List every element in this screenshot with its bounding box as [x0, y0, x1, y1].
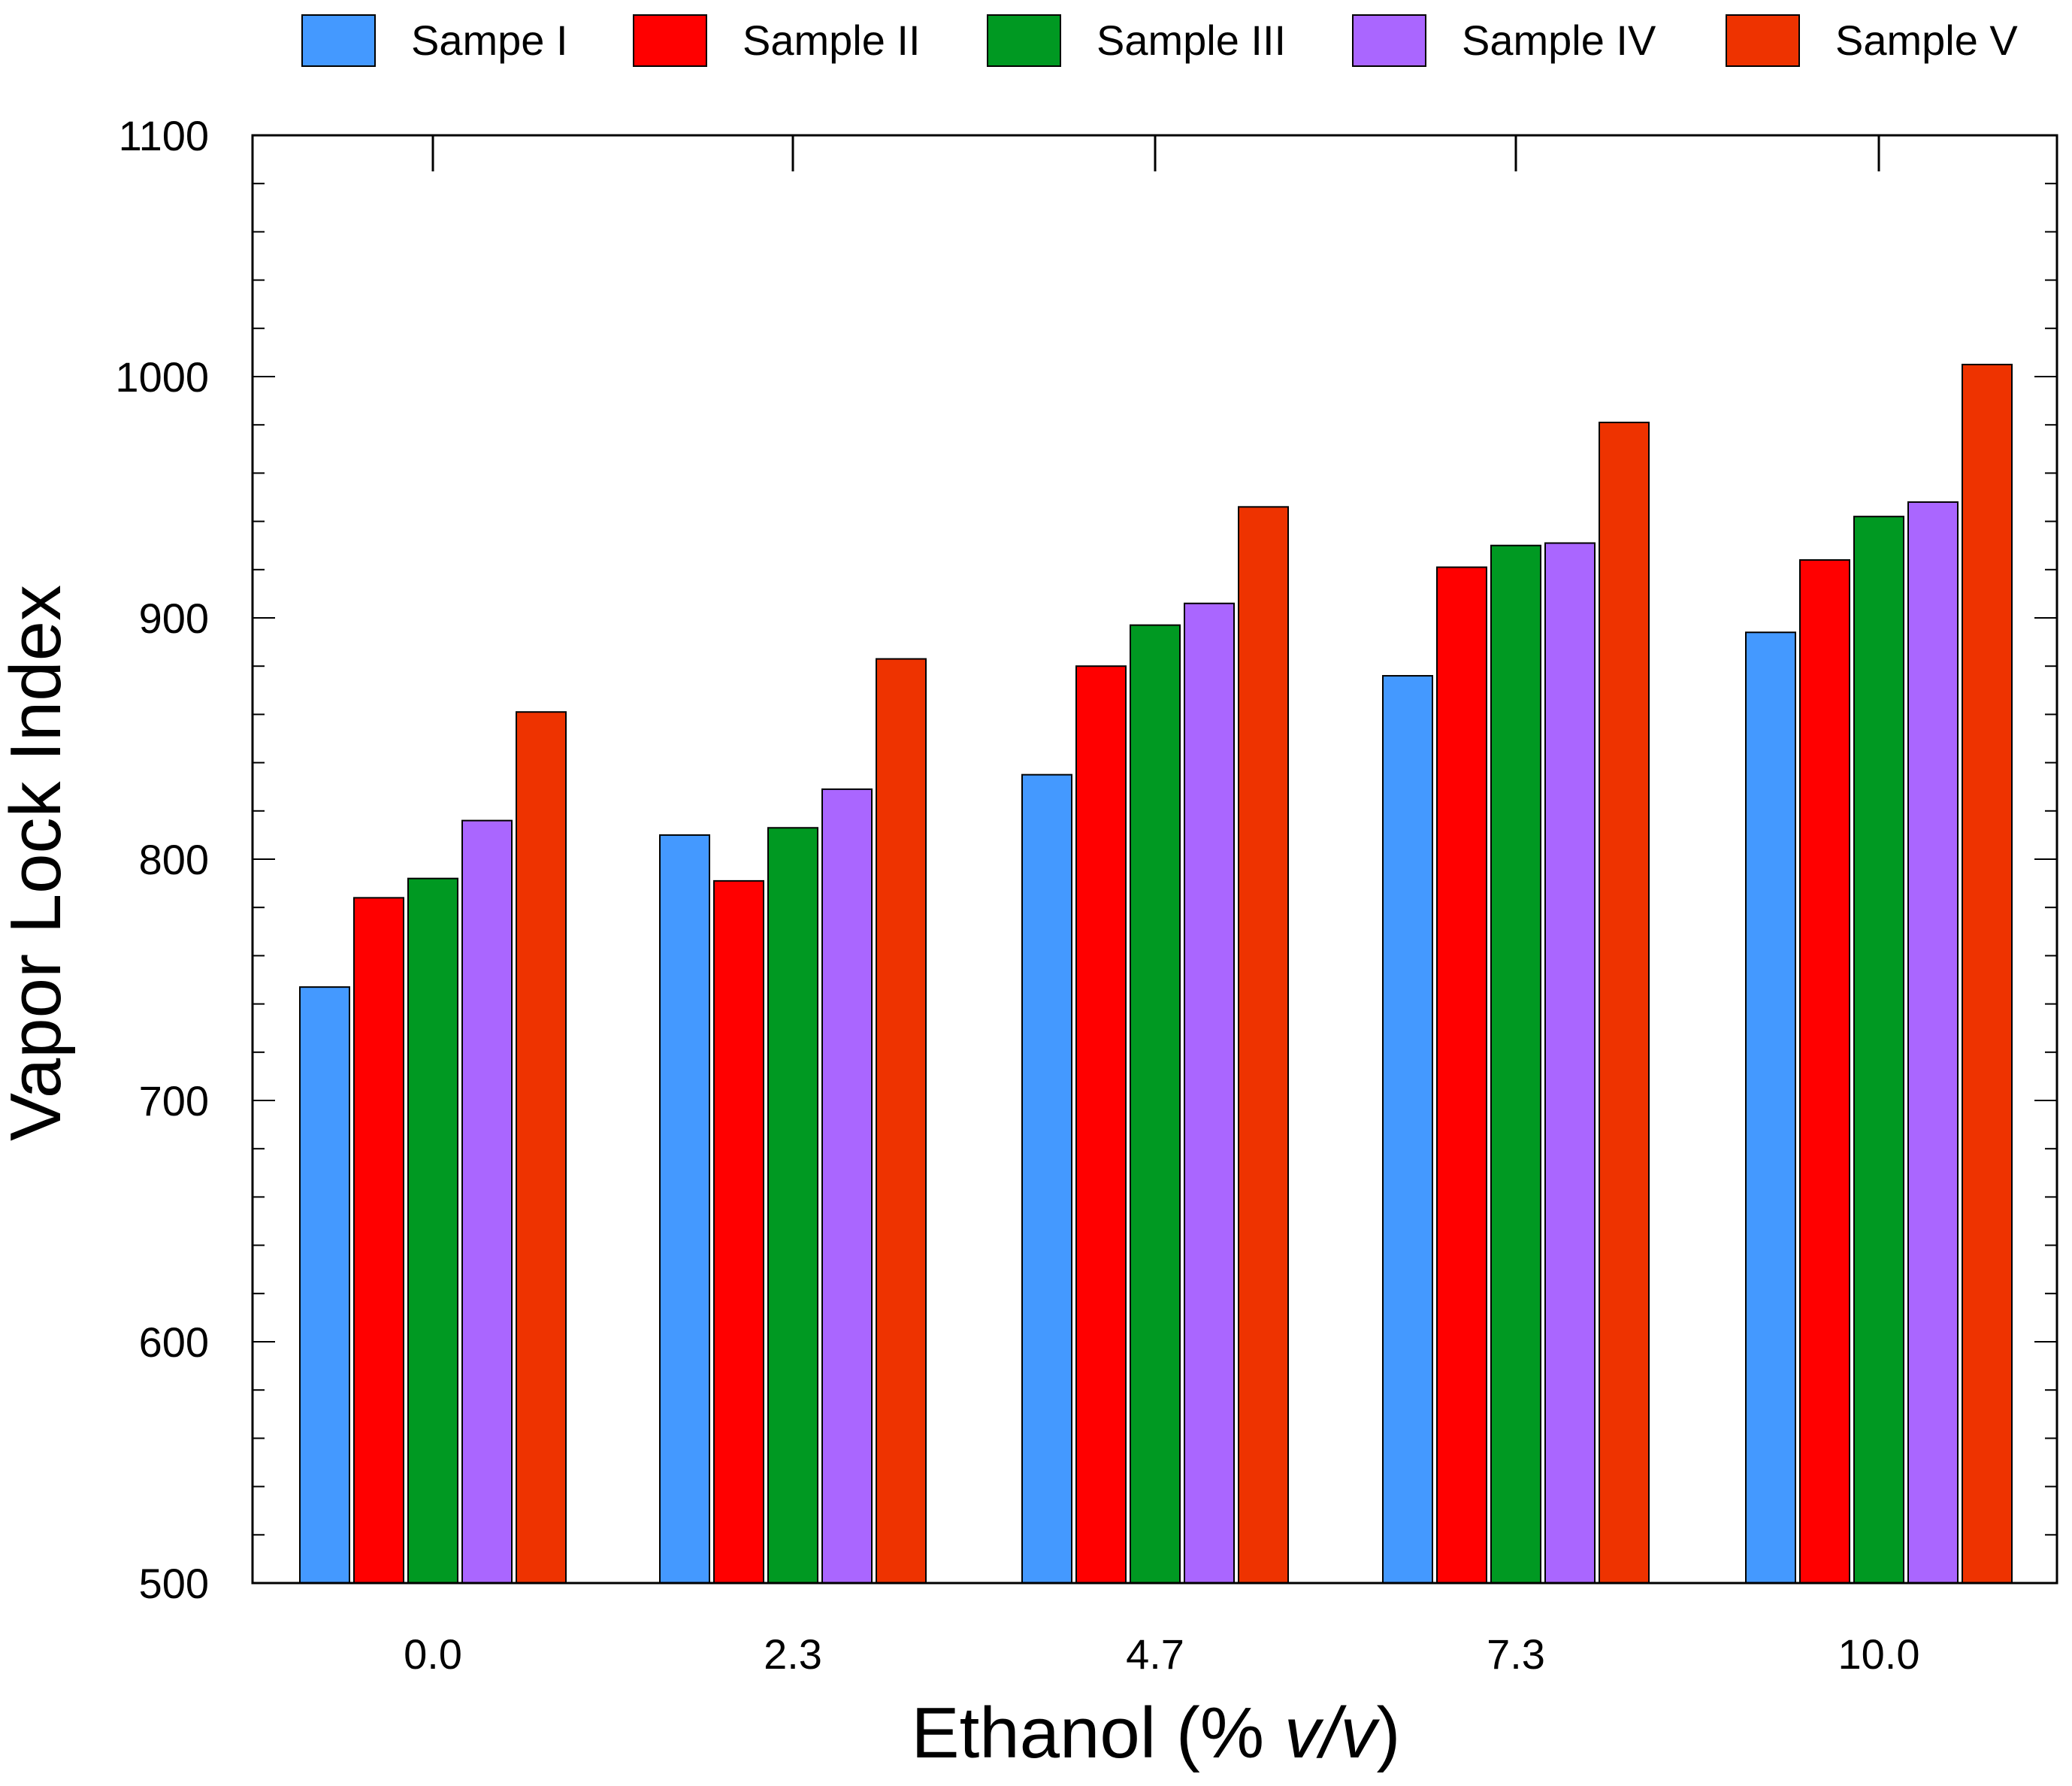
- y-axis-title: Vapor Lock Index: [0, 585, 76, 1141]
- legend-label-sample-iii: Sample III: [1096, 17, 1286, 64]
- bar-sample-iii-0.0: [407, 877, 458, 1585]
- x-tick-label: 7.3: [1487, 1630, 1545, 1678]
- bar-sample-iii-4.7: [1130, 624, 1181, 1584]
- legend-swatch-sample-v: [1726, 14, 1800, 67]
- bar-sample-iv-4.7: [1184, 602, 1235, 1584]
- bar-sample-iii-7.3: [1490, 544, 1541, 1585]
- y-tick-label: 1000: [115, 353, 209, 401]
- bar-sample-v-10.0: [1962, 363, 2013, 1585]
- bar-sample-ii-10.0: [1799, 559, 1850, 1585]
- x-axis-title-main: Ethanol (%: [912, 1693, 1284, 1773]
- bar-sample-v-2.3: [876, 658, 927, 1585]
- y-tick-label: 700: [139, 1077, 209, 1125]
- y-tick-label: 1100: [119, 112, 209, 159]
- bar-sampe-i-7.3: [1382, 675, 1433, 1584]
- y-tick-label: 600: [139, 1318, 209, 1366]
- bars: [299, 363, 2013, 1585]
- legend-label-sample-iv: Sample IV: [1462, 17, 1656, 64]
- x-axis-title: Ethanol (% v/v): [912, 1693, 1401, 1773]
- bar-sample-v-4.7: [1238, 506, 1289, 1585]
- bar-sampe-i-0.0: [299, 986, 350, 1584]
- legend-label-sample-v: Sample V: [1835, 17, 2018, 64]
- y-tick-label: 800: [139, 836, 209, 883]
- legend-swatch-sample-ii: [633, 14, 707, 67]
- bar-sample-iii-2.3: [767, 827, 818, 1584]
- bar-sampe-i-2.3: [659, 834, 710, 1584]
- bar-sample-iv-2.3: [821, 788, 873, 1584]
- legend-swatch-sample-iv: [1352, 14, 1426, 67]
- bar-sample-iii-10.0: [1853, 516, 1904, 1584]
- bar-sample-iv-10.0: [1907, 501, 1959, 1584]
- legend-label-sampe-i: Sampe I: [411, 17, 568, 64]
- x-tick-label: 4.7: [1126, 1630, 1184, 1678]
- x-tick-label: 10.0: [1838, 1630, 1920, 1678]
- bar-sample-ii-2.3: [713, 879, 764, 1584]
- x-axis-title-italic: v/v: [1284, 1693, 1381, 1773]
- bar-sample-v-7.3: [1599, 421, 1650, 1584]
- bar-sample-ii-0.0: [353, 897, 404, 1584]
- x-axis-title-close: ): [1376, 1693, 1400, 1773]
- bar-sample-ii-7.3: [1436, 566, 1487, 1585]
- legend-label-sample-ii: Sample II: [743, 17, 921, 64]
- bar-sample-iv-7.3: [1544, 542, 1596, 1584]
- bar-sample-v-0.0: [516, 711, 567, 1585]
- legend-swatch-sample-iii: [987, 14, 1061, 67]
- axes: 500 600 700 800 900 1000 1100 0.0 2.3 4.7 7.3 10.0: [115, 112, 2058, 1678]
- x-tick-label: 0.0: [404, 1630, 462, 1678]
- x-tick-label: 2.3: [764, 1630, 822, 1678]
- legend: Sampe I Sample II Sample III Sample IV Sampl…: [301, 14, 2018, 67]
- bar-sample-ii-4.7: [1075, 665, 1127, 1585]
- bar-sampe-i-4.7: [1021, 773, 1072, 1584]
- legend-swatch-sampe-i: [301, 14, 376, 67]
- bar-sampe-i-10.0: [1745, 631, 1796, 1584]
- bar-sample-iv-0.0: [461, 819, 513, 1584]
- y-tick-label: 900: [139, 595, 209, 642]
- y-tick-label: 500: [139, 1560, 209, 1607]
